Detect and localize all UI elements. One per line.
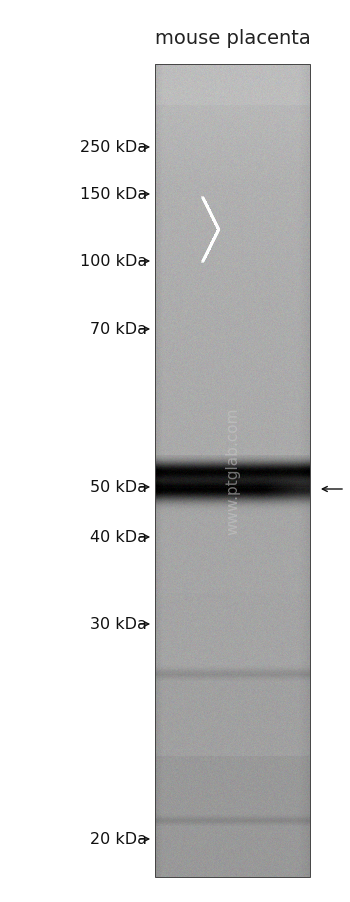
- Text: 20 kDa: 20 kDa: [90, 832, 147, 847]
- Bar: [155, 65, 310, 877]
- Text: 70 kDa: 70 kDa: [90, 322, 147, 337]
- Text: www.ptglab.com: www.ptglab.com: [225, 408, 240, 535]
- Text: 150 kDa: 150 kDa: [80, 188, 147, 202]
- Text: 30 kDa: 30 kDa: [90, 617, 147, 631]
- Text: 100 kDa: 100 kDa: [80, 254, 147, 269]
- Text: 50 kDa: 50 kDa: [90, 480, 147, 495]
- Text: 250 kDa: 250 kDa: [80, 141, 147, 155]
- Text: 40 kDa: 40 kDa: [90, 529, 147, 545]
- Text: mouse placenta: mouse placenta: [155, 29, 310, 48]
